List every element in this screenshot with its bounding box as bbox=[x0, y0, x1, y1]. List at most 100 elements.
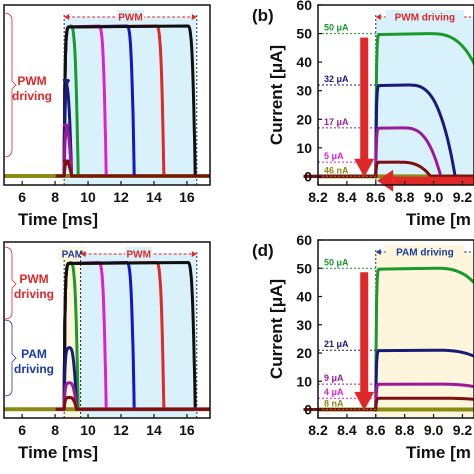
y-tick-label: 20 bbox=[296, 111, 312, 127]
series-line bbox=[303, 266, 474, 411]
region-arrowhead bbox=[191, 251, 197, 257]
region-label-bg bbox=[385, 245, 465, 258]
plot-frame bbox=[317, 239, 474, 419]
region-arrowhead bbox=[64, 14, 70, 20]
series-line bbox=[55, 381, 227, 411]
y-tick-label: 10 bbox=[296, 373, 312, 389]
region-label: PAM bbox=[62, 250, 83, 261]
annotation-label: 46 nA bbox=[324, 165, 349, 175]
x-tick-label: 8.8 bbox=[395, 189, 415, 205]
x-tick-label: 6 bbox=[18, 422, 26, 438]
x-tick-label: 10 bbox=[80, 422, 96, 438]
series-line bbox=[55, 346, 227, 411]
y-axis-label: Current [μA] bbox=[267, 279, 286, 379]
x-tick-label: 8.2 bbox=[308, 189, 328, 205]
plot-frame bbox=[3, 241, 211, 419]
series-line bbox=[303, 32, 474, 178]
region-arrowhead bbox=[191, 14, 197, 20]
series-line bbox=[303, 160, 474, 178]
x-tick-label: 9.2 bbox=[453, 189, 473, 205]
y-tick-label: 10 bbox=[296, 140, 312, 156]
y-tick-label: 0 bbox=[304, 402, 312, 418]
x-tick-label: 14 bbox=[146, 189, 162, 205]
x-tick-label: 10 bbox=[80, 189, 96, 205]
y-tick-label: 50 bbox=[296, 260, 312, 276]
y-tick-label: 40 bbox=[296, 289, 312, 305]
region-label: PWM driving bbox=[395, 13, 456, 24]
region-label: PWM bbox=[118, 13, 142, 24]
side-label: driving bbox=[14, 287, 54, 301]
side-label: driving bbox=[12, 89, 52, 103]
x-axis-label: Time [m bbox=[406, 443, 471, 462]
y-tick-label: 0 bbox=[304, 168, 312, 184]
x-tick-label: 9.0 bbox=[424, 189, 444, 205]
side-brace bbox=[3, 319, 17, 397]
x-axis-label: Time [ms] bbox=[18, 210, 98, 229]
region-label-bg bbox=[385, 10, 465, 23]
x-tick-label: 8.6 bbox=[366, 189, 386, 205]
series-line bbox=[55, 396, 227, 411]
x-tick-label: 8.6 bbox=[366, 422, 386, 438]
y-tick-label: 20 bbox=[296, 345, 312, 361]
series-line bbox=[55, 159, 227, 178]
annotation-arrow bbox=[360, 37, 369, 161]
annotation-arrow bbox=[360, 272, 369, 394]
region-label: PWM bbox=[126, 250, 150, 261]
series-line bbox=[55, 78, 227, 178]
side-brace bbox=[3, 246, 17, 320]
annotation-arrow bbox=[393, 176, 474, 185]
x-tick-label: 16 bbox=[179, 422, 195, 438]
series-line bbox=[303, 396, 474, 411]
y-tick-label: 60 bbox=[296, 0, 312, 13]
region-label-bg bbox=[125, 247, 153, 260]
series-line bbox=[55, 24, 227, 178]
annotation-label: 50 μA bbox=[324, 23, 349, 33]
region-arrowhead bbox=[375, 14, 381, 20]
series-line bbox=[55, 123, 227, 178]
series-line bbox=[303, 83, 474, 178]
panel-b: PWM driving 50 μA 32 μA 17 μA 5 μA 46 nA 8.2 8.… bbox=[252, 0, 474, 229]
side-label: PWM bbox=[17, 74, 46, 88]
annotation-arrowhead bbox=[354, 391, 375, 411]
y-tick-label: 30 bbox=[296, 317, 312, 333]
annotation-label: 5 μA bbox=[324, 151, 344, 161]
series-line bbox=[303, 126, 474, 178]
annotation-label: 4 μA bbox=[324, 387, 344, 397]
region-shade bbox=[375, 17, 474, 185]
side-label: PWM bbox=[19, 272, 48, 286]
side-brace bbox=[3, 12, 17, 158]
panel-label: (b) bbox=[252, 6, 274, 25]
x-tick-label: 12 bbox=[113, 422, 129, 438]
annotation-label: 17 μA bbox=[324, 117, 349, 127]
x-tick-label: 16 bbox=[179, 189, 195, 205]
y-tick-label: 60 bbox=[296, 232, 312, 248]
panel-label: (d) bbox=[252, 241, 274, 260]
annotation-label: 8 nA bbox=[324, 398, 344, 408]
x-tick-label: 8.4 bbox=[337, 189, 357, 205]
x-tick-label: 8.4 bbox=[337, 422, 357, 438]
series-line bbox=[303, 382, 474, 411]
plot-frame bbox=[317, 4, 474, 186]
plot-frame bbox=[3, 4, 211, 186]
x-tick-label: 14 bbox=[146, 422, 162, 438]
panel-d: PAM driving 50 μA 21 μA 9 μA 4 μA8 nA 8.2 8.4 8… bbox=[252, 232, 474, 462]
x-tick-label: 8 bbox=[51, 422, 59, 438]
region-shade bbox=[375, 252, 474, 418]
annotation-label: 21 μA bbox=[324, 339, 349, 349]
region-arrowhead bbox=[375, 249, 381, 255]
y-tick-label: 30 bbox=[296, 83, 312, 99]
series-line bbox=[303, 348, 474, 411]
x-tick-label: 9.2 bbox=[453, 422, 473, 438]
region-label-bg bbox=[58, 247, 86, 260]
x-tick-label: 9.0 bbox=[424, 422, 444, 438]
x-tick-label: 12 bbox=[113, 189, 129, 205]
annotation-arrowhead bbox=[377, 169, 394, 192]
side-label: PAM bbox=[21, 347, 47, 361]
region-label-bg bbox=[116, 10, 145, 23]
y-tick-label: 40 bbox=[296, 54, 312, 70]
region-label: PAM driving bbox=[396, 248, 454, 259]
x-axis-label: Time [m bbox=[406, 210, 471, 229]
x-tick-label: 8.2 bbox=[308, 422, 328, 438]
region-arrowhead bbox=[80, 251, 86, 257]
